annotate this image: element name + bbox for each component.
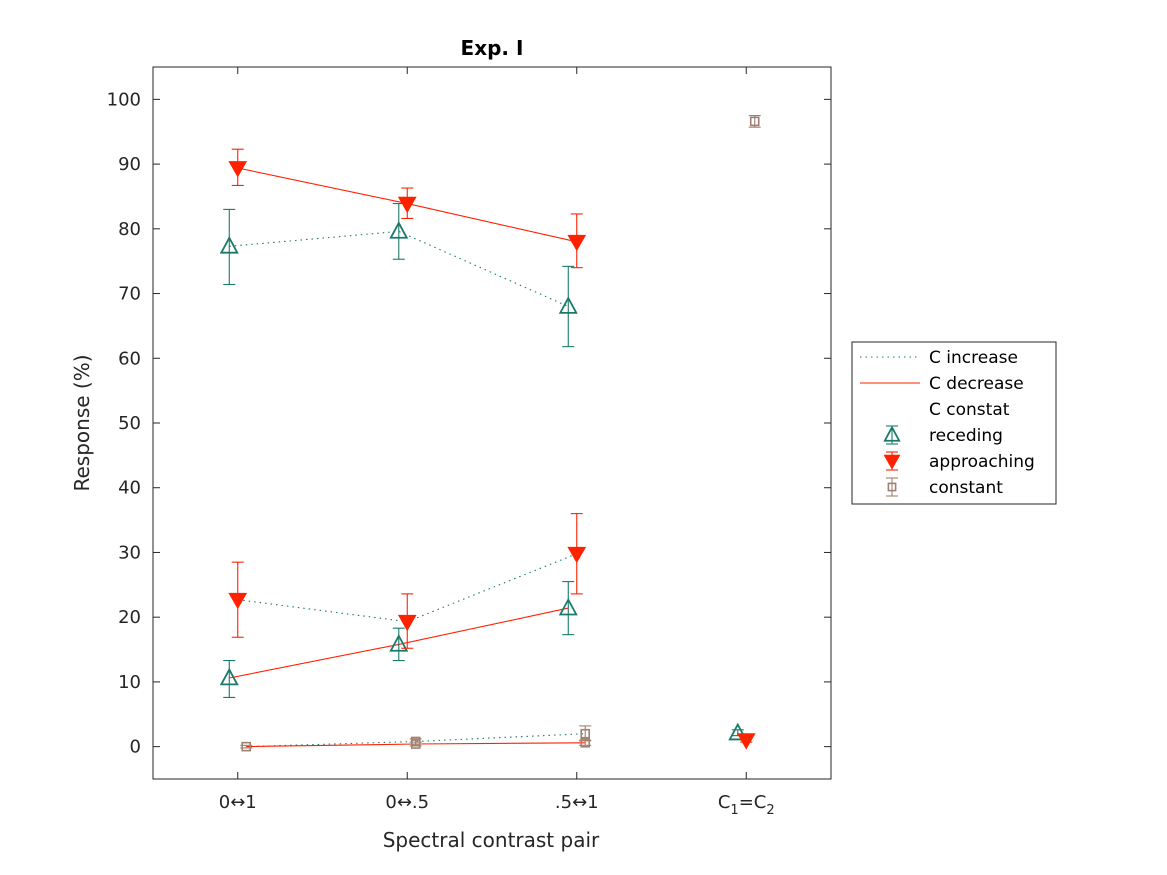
y-tick-label: 60 [118,348,141,369]
plot-area [152,66,832,780]
y-tick-label: 0 [130,737,141,758]
legend-entry-label: C constat [929,400,1010,420]
y-tick-label: 50 [118,413,141,434]
legend-entry-label: receding [929,426,1003,446]
y-tick-label: 100 [107,89,141,110]
y-tick-label: 40 [118,478,141,499]
y-tick-label: 90 [118,154,141,175]
approaching-point [736,733,756,750]
y-tick-label: 10 [118,672,141,693]
receding-point [219,667,239,686]
x-tick-label-part: C [718,792,731,813]
approaching-point [567,546,587,564]
x-tick-label-part: 1 [730,803,738,818]
legend-entry-label: constant [929,478,1003,498]
x-tick-label-part: = [739,792,754,813]
legend-box [851,341,1057,505]
approaching-point [397,196,417,214]
y-tick-label: 80 [118,219,141,240]
legend: C increase C decrease C constat receding app… [851,341,1057,505]
constant-point [410,739,421,749]
x-tick-label: 0↔.5 [385,792,429,813]
x-tick-label: 0↔1 [219,792,257,813]
approaching-point [228,592,248,610]
chart-title: Exp. I [461,36,524,60]
legend-marker-constant [887,482,897,492]
approaching-point [567,234,587,252]
constant-point [241,741,252,752]
receding-point [389,221,409,239]
constant-point [580,737,591,748]
approaching-point [397,614,417,632]
x-tick-label: C1=C2 [718,792,775,818]
legend-entry-label: C increase [929,348,1018,368]
y-tick-label: 70 [118,284,141,305]
x-tick-label-part: 2 [766,803,774,818]
x-tick-label-part: C [754,792,767,813]
receding-point [219,235,239,254]
receding-point [728,722,748,741]
legend-entry-label: C decrease [929,374,1024,394]
y-axis-label: Response (%) [70,354,94,491]
series-markers [219,114,761,752]
approaching-point [228,161,248,178]
y-tick-label: 20 [118,607,141,628]
constant-point [580,728,591,739]
receding-point [558,597,578,616]
receding-point [389,633,409,652]
x-tick-label: .5↔1 [555,792,599,813]
legend-marker-receding [883,425,901,442]
constant-point [749,116,760,127]
receding-point [558,296,578,314]
y-tick-label: 30 [118,542,141,563]
legend-entry-label: approaching [929,452,1035,472]
legend-marker-approaching [883,454,901,470]
x-axis-label: Spectral contrast pair [383,828,600,852]
